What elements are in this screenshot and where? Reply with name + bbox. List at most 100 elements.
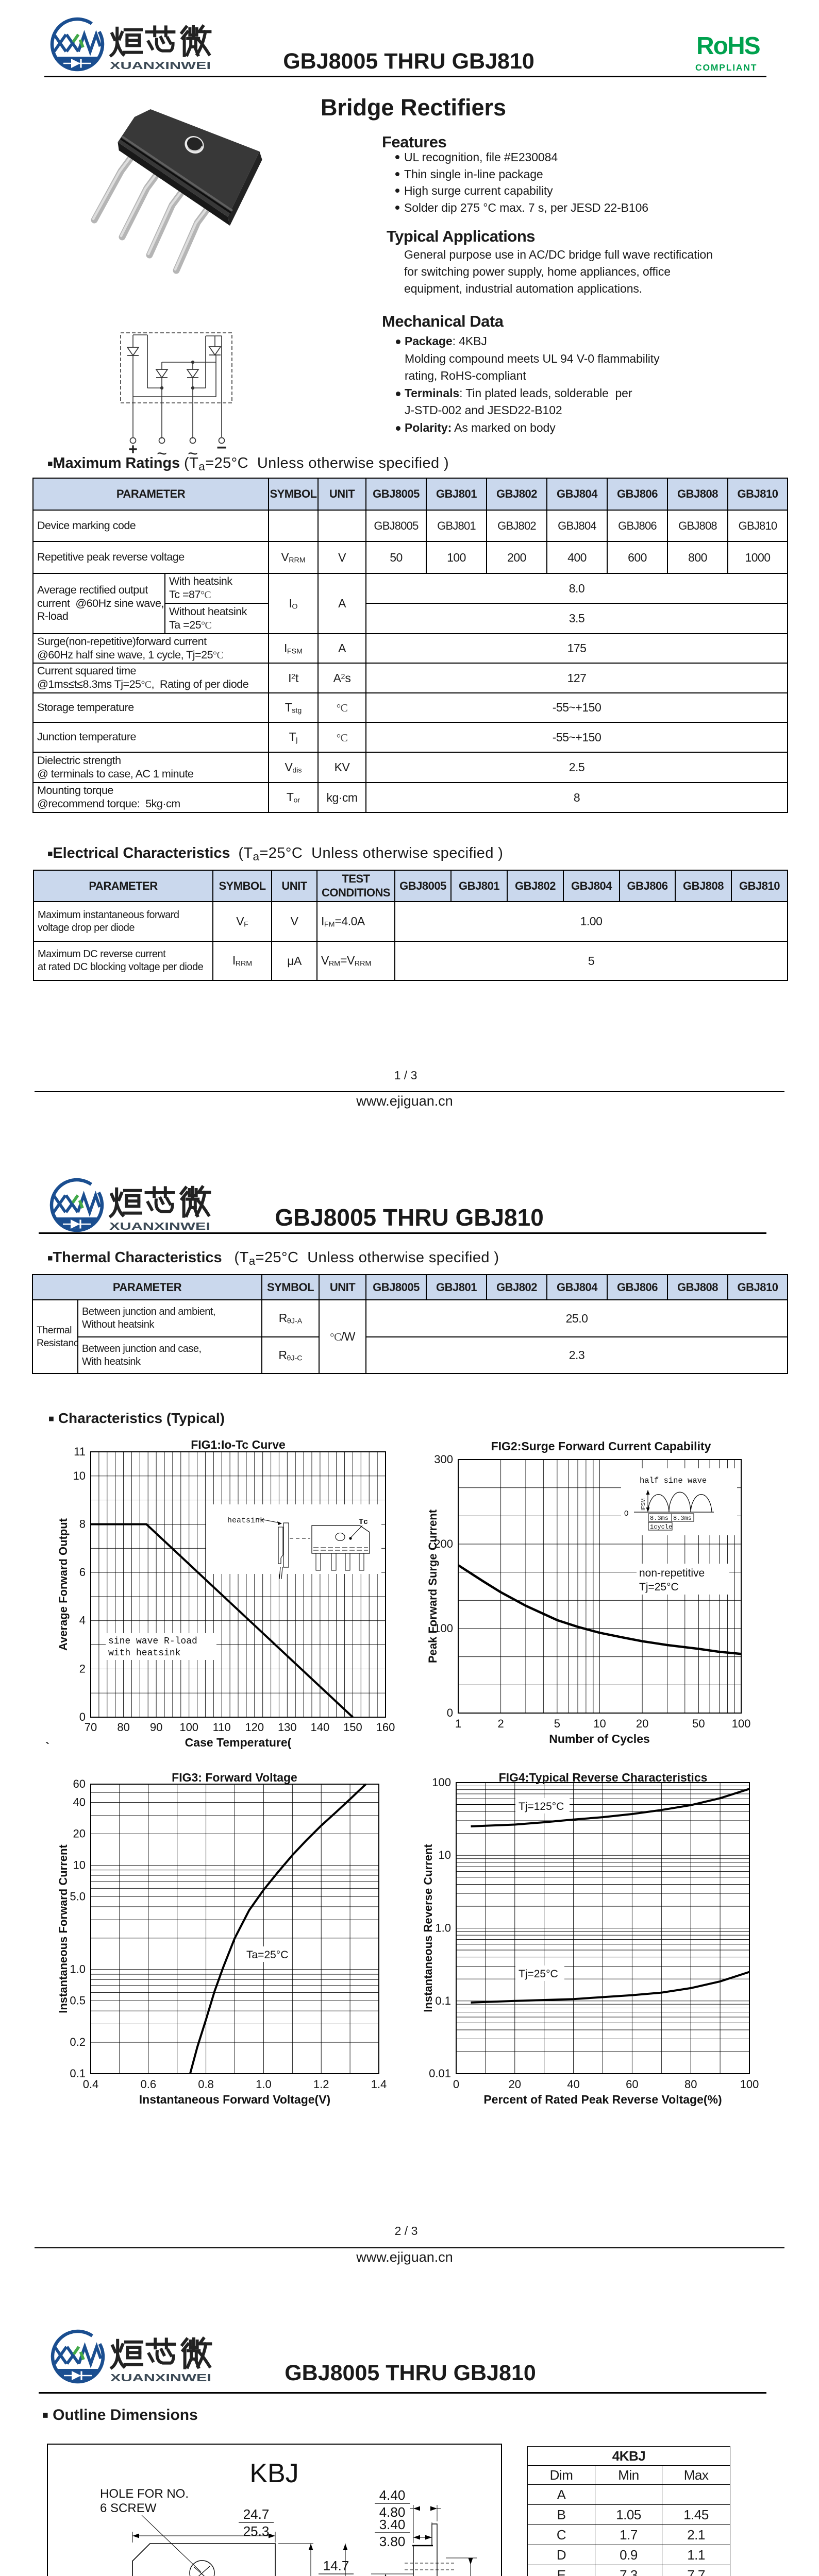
svg-text:300: 300 — [434, 1453, 453, 1466]
svg-text:Ta=25°C: Ta=25°C — [246, 1949, 288, 1961]
svg-text:FIG1:Io-Tc Curve: FIG1:Io-Tc Curve — [191, 1438, 286, 1451]
svg-text:3.10: 3.10 — [457, 2574, 483, 2576]
svg-text:6: 6 — [79, 1566, 86, 1579]
svg-text:10: 10 — [73, 1469, 86, 1482]
svg-text:0: 0 — [79, 1710, 86, 1723]
svg-text:100: 100 — [740, 2078, 759, 2091]
svg-text:XUANXINWEI: XUANXINWEI — [109, 1221, 210, 1232]
svg-text:40: 40 — [567, 2078, 579, 2091]
svg-text:10: 10 — [73, 1858, 86, 1871]
svg-text:HOLE FOR NO.: HOLE FOR NO. — [100, 2487, 189, 2501]
svg-text:0: 0 — [447, 1706, 453, 1719]
svg-text:−: − — [216, 438, 227, 457]
svg-text:1.0: 1.0 — [435, 1922, 451, 1935]
svg-text:FIG3: Forward Voltage: FIG3: Forward Voltage — [172, 1771, 297, 1784]
svg-text:80: 80 — [684, 2078, 697, 2091]
svg-text:25.3: 25.3 — [243, 2523, 270, 2539]
svg-text:Tj=25°C: Tj=25°C — [639, 1581, 679, 1593]
svg-text:0.5: 0.5 — [70, 1994, 86, 2007]
svg-text:1cycle: 1cycle — [650, 1523, 672, 1531]
svg-text:KBJ: KBJ — [249, 2459, 298, 2488]
svg-text:0.1: 0.1 — [70, 2067, 86, 2080]
svg-text:0.01: 0.01 — [429, 2067, 451, 2080]
svg-text:10: 10 — [593, 1717, 606, 1730]
svg-text:4.80: 4.80 — [379, 2504, 406, 2520]
svg-text:Instantaneous Reverse Current: Instantaneous Reverse Current — [423, 1844, 434, 2012]
svg-text:70: 70 — [85, 1721, 97, 1734]
svg-text:1.2: 1.2 — [313, 2078, 329, 2091]
svg-text:8: 8 — [79, 1518, 86, 1531]
svg-text:1: 1 — [455, 1717, 461, 1730]
svg-text:24.7: 24.7 — [243, 2506, 270, 2522]
svg-text:15.3: 15.3 — [323, 2575, 349, 2576]
svg-text:non-repetitive: non-repetitive — [639, 1567, 705, 1579]
svg-text:Tj=25°C: Tj=25°C — [519, 1968, 558, 1980]
svg-text:Number of Cycles: Number of Cycles — [549, 1732, 650, 1745]
svg-text:20: 20 — [636, 1717, 648, 1730]
svg-text:50: 50 — [692, 1717, 705, 1730]
svg-text:60: 60 — [73, 1777, 86, 1790]
svg-text:~: ~ — [157, 444, 167, 464]
svg-text:8.3ms: 8.3ms — [673, 1515, 692, 1522]
svg-text:Average Forward Output: Average Forward Output — [57, 1518, 70, 1651]
svg-text:0: 0 — [453, 2078, 459, 2091]
svg-text:~: ~ — [188, 444, 198, 464]
svg-text:+: + — [128, 441, 138, 458]
svg-text:XUANXINWEI: XUANXINWEI — [110, 60, 211, 72]
svg-text:120: 120 — [245, 1721, 264, 1734]
svg-text:4.40: 4.40 — [379, 2487, 406, 2503]
svg-text:4: 4 — [79, 1614, 86, 1627]
svg-text:10: 10 — [439, 1849, 451, 1861]
svg-text:160: 160 — [376, 1721, 395, 1734]
svg-text:150: 150 — [343, 1721, 362, 1734]
svg-text:0.2: 0.2 — [70, 2036, 86, 2048]
svg-text:FIG2:Surge Forward Current Cap: FIG2:Surge Forward Current Capability — [491, 1439, 711, 1453]
svg-text:14.7: 14.7 — [323, 2558, 349, 2573]
svg-text:1.0: 1.0 — [256, 2078, 272, 2091]
svg-text:80: 80 — [117, 1721, 129, 1734]
svg-text:20: 20 — [73, 1827, 86, 1840]
svg-text:heatsink: heatsink — [227, 1516, 264, 1525]
svg-text:Tj=125°C: Tj=125°C — [519, 1801, 564, 1812]
svg-text:0: 0 — [624, 1509, 628, 1518]
svg-text:5: 5 — [554, 1717, 560, 1730]
svg-text:Instantaneous Forward Current: Instantaneous Forward Current — [57, 1844, 70, 2013]
svg-text:100: 100 — [434, 1622, 453, 1635]
svg-text:1.4: 1.4 — [371, 2078, 387, 2091]
svg-text:3.40: 3.40 — [379, 2517, 406, 2532]
svg-text:8.3ms: 8.3ms — [650, 1515, 668, 1522]
svg-text:100: 100 — [179, 1721, 198, 1734]
svg-text:40: 40 — [73, 1796, 86, 1809]
svg-text:2: 2 — [497, 1717, 504, 1730]
svg-text:Instantaneous Forward Voltage(: Instantaneous Forward Voltage(V) — [139, 2093, 330, 2106]
svg-text:100: 100 — [732, 1717, 751, 1730]
svg-text:IFSM: IFSM — [641, 1498, 646, 1511]
svg-text:0.1: 0.1 — [435, 1994, 451, 2007]
svg-text:20: 20 — [509, 2078, 521, 2091]
svg-text:sine wave R-load: sine wave R-load — [108, 1636, 197, 1647]
svg-text:130: 130 — [278, 1721, 297, 1734]
svg-text:with heatsink: with heatsink — [108, 1648, 180, 1658]
svg-text:11: 11 — [74, 1445, 86, 1458]
svg-text:60: 60 — [626, 2078, 638, 2091]
svg-text:Percent of Rated Peak Reverse: Percent of Rated Peak Reverse Voltage(%) — [483, 2093, 722, 2106]
svg-text:90: 90 — [150, 1721, 162, 1734]
svg-text:6 SCREW: 6 SCREW — [100, 2501, 157, 2515]
svg-text:FIG4:Typical Reverse Character: FIG4:Typical Reverse Characteristics — [499, 1771, 708, 1784]
svg-text:Peak Forward Surge Current: Peak Forward Surge Current — [426, 1509, 439, 1663]
svg-text:1.0: 1.0 — [70, 1963, 86, 1976]
svg-text:140: 140 — [311, 1721, 330, 1734]
svg-text:2: 2 — [79, 1662, 86, 1675]
svg-text:200: 200 — [434, 1537, 453, 1550]
svg-text:XUANXINWEI: XUANXINWEI — [110, 2372, 211, 2384]
svg-text:3.80: 3.80 — [379, 2534, 406, 2549]
svg-text:half sine wave: half sine wave — [640, 1476, 707, 1485]
svg-text:100: 100 — [432, 1776, 451, 1789]
svg-text:Case Temperature(: Case Temperature( — [185, 1736, 292, 1749]
svg-text:0.6: 0.6 — [141, 2078, 157, 2091]
svg-text:Tc: Tc — [359, 1518, 368, 1527]
svg-text:0.4: 0.4 — [83, 2078, 99, 2091]
svg-text:110: 110 — [213, 1721, 231, 1734]
svg-text:0.8: 0.8 — [198, 2078, 214, 2091]
svg-text:5.0: 5.0 — [70, 1890, 86, 1903]
